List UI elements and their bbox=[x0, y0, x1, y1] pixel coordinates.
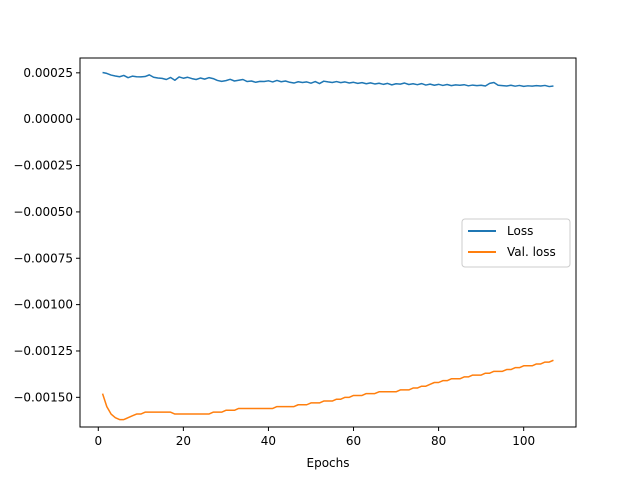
legend: Loss Val. loss bbox=[461, 218, 571, 268]
series-line-0 bbox=[102, 71, 554, 88]
x-tick-label: 0 bbox=[94, 434, 102, 448]
series-line-1 bbox=[101, 359, 554, 421]
y-tick-label: −0.00050 bbox=[13, 205, 73, 219]
y-tick-label: −0.00150 bbox=[13, 390, 73, 404]
y-axis: 0.00025 0.00000 −0.00025 −0.00050 −0.00075 −0… bbox=[13, 66, 80, 404]
y-tick-label: 0.00000 bbox=[23, 112, 73, 126]
y-tick-label: −0.00075 bbox=[13, 251, 73, 265]
plot-frame bbox=[79, 57, 577, 428]
x-tick-label: 60 bbox=[346, 434, 361, 448]
series-layer bbox=[101, 71, 554, 421]
x-tick-label: 80 bbox=[431, 434, 446, 448]
x-tick-label: 40 bbox=[261, 434, 276, 448]
y-tick-label: −0.00100 bbox=[13, 298, 73, 312]
y-tick-label: −0.00125 bbox=[13, 344, 73, 358]
x-tick-label: 20 bbox=[176, 434, 191, 448]
legend-label-1: Val. loss bbox=[507, 245, 556, 259]
legend-label-0: Loss bbox=[507, 224, 533, 238]
x-axis: 0 20 40 60 80 100 bbox=[94, 427, 535, 448]
y-tick-label: 0.00025 bbox=[23, 66, 73, 80]
y-tick-label: −0.00025 bbox=[13, 159, 73, 173]
x-tick-label: 100 bbox=[512, 434, 535, 448]
x-axis-title: Epochs bbox=[307, 456, 350, 470]
